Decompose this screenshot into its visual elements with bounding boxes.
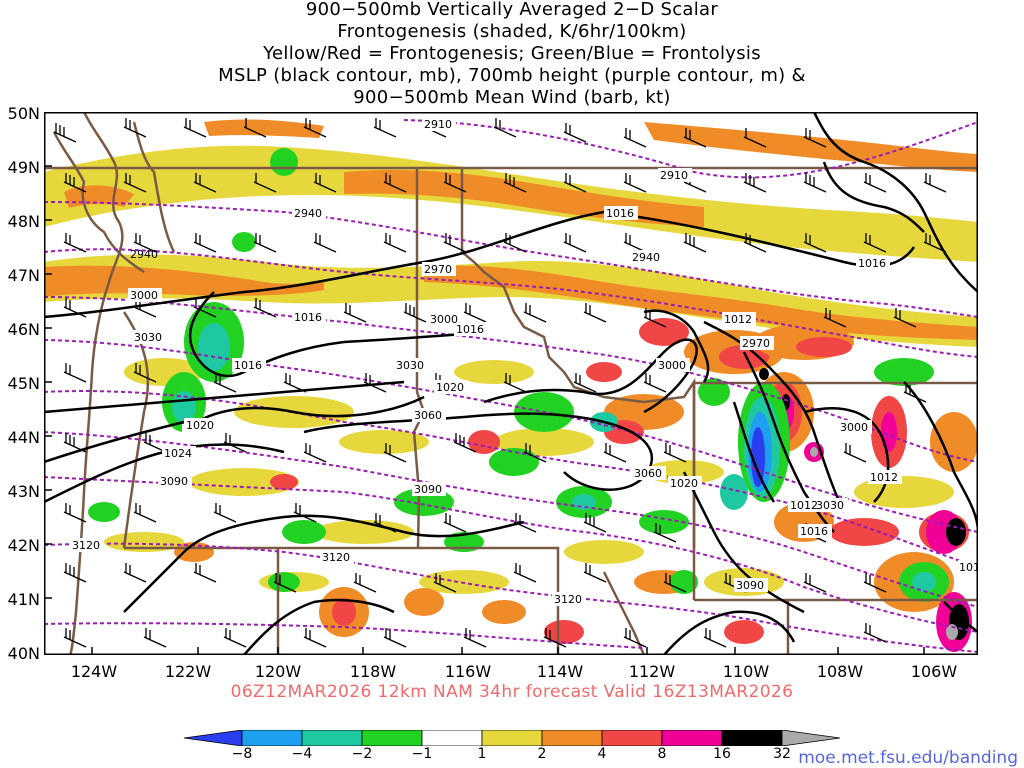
colorbar-swatch [184, 730, 243, 746]
pressure-label: 1012 [790, 499, 818, 512]
pressure-label: 1012 [724, 313, 752, 326]
colorbar-label: 1 [477, 746, 487, 762]
lon-label-124w: 124W [70, 662, 118, 681]
height-label: 2970 [742, 337, 770, 350]
lat-label-43n: 43N [7, 482, 40, 501]
height-label: 3090 [414, 483, 442, 496]
forecast-run-info: 06Z12MAR2026 12km NAM 34hr forecast Vali… [230, 682, 794, 702]
height-contours [44, 119, 978, 653]
colorbar-swatch [781, 730, 840, 746]
title-line-5: 900−500mb Mean Wind (barb, kt) [353, 87, 671, 108]
credit-url: moe.met.fsu.edu/banding [798, 748, 1018, 768]
height-label: 2910 [424, 118, 452, 131]
height-label: 3000 [658, 359, 686, 372]
height-label: 3030 [396, 359, 424, 372]
colorbar-label: 16 [713, 746, 731, 762]
contour-labels: 2910 2910 2940 2940 2940 2970 2970 3000 … [70, 117, 978, 606]
lon-label-112w: 112W [628, 662, 676, 681]
pressure-label: 1016 [606, 207, 634, 220]
title-line-1: 900−500mb Vertically Averaged 2−D Scalar [305, 0, 719, 20]
colorbar-label: −1 [411, 746, 433, 762]
title-line-4: MSLP (black contour, mb), 700mb height (… [218, 65, 806, 86]
height-label: 3120 [554, 593, 582, 606]
lat-label-45n: 45N [7, 374, 40, 393]
map-frame-border [44, 112, 978, 655]
colorbar-swatch [421, 730, 483, 746]
height-label: 2940 [130, 248, 158, 261]
height-label: 3060 [414, 409, 442, 422]
lat-label-44n: 44N [7, 428, 40, 447]
height-label: 3030 [134, 331, 162, 344]
lat-label-46n: 46N [7, 320, 40, 339]
lat-label-48n: 48N [7, 212, 40, 231]
height-label: 3090 [736, 579, 764, 592]
pressure-contours [44, 112, 978, 655]
height-label: 3000 [130, 289, 158, 302]
title-line-3: Yellow/Red = Frontogenesis; Green/Blue =… [263, 43, 761, 64]
pressure-label: 1016 [800, 525, 828, 538]
colorbar-label: 8 [657, 746, 667, 762]
height-label: 3120 [72, 539, 100, 552]
map-panel: 2910 2910 2940 2940 2940 2970 2970 3000 … [44, 112, 978, 655]
height-label: 2940 [632, 251, 660, 264]
pressure-label: 101 [959, 561, 978, 574]
height-label: 3060 [634, 467, 662, 480]
frontogenesis-map: 2910 2910 2940 2940 2940 2970 2970 3000 … [44, 112, 978, 655]
height-label: 2940 [294, 207, 322, 220]
height-label: 2910 [660, 169, 688, 182]
colorbar-swatch [301, 730, 363, 746]
pressure-label: 1020 [436, 381, 464, 394]
colorbar-swatch [481, 730, 543, 746]
lon-label-114w: 114W [536, 662, 584, 681]
lat-label-42n: 42N [7, 536, 40, 555]
pressure-label: 1020 [186, 419, 214, 432]
colorbar-swatch [361, 730, 423, 746]
lon-label-116w: 116W [444, 662, 492, 681]
colorbar-label: 4 [597, 746, 607, 762]
colorbar-label: −8 [231, 746, 253, 762]
pressure-label: 1016 [858, 257, 886, 270]
height-label: 3090 [160, 475, 188, 488]
lat-label-49n: 49N [7, 158, 40, 177]
lat-label-41n: 41N [7, 590, 40, 609]
colorbar-label: 32 [773, 746, 791, 762]
lon-label-122w: 122W [164, 662, 212, 681]
colorbar-label: −2 [351, 746, 373, 762]
title-line-2: Frontogenesis (shaded, K/6hr/100km) [337, 21, 687, 42]
colorbar-swatch [721, 730, 783, 746]
lat-label-40n: 40N [7, 644, 40, 663]
pressure-label: 1016 [456, 323, 484, 336]
frame-ticks [44, 112, 925, 655]
colorbar-swatch [661, 730, 723, 746]
lat-label-50n: 50N [7, 104, 40, 123]
lon-label-118w: 118W [349, 662, 397, 681]
pressure-label: 1020 [670, 477, 698, 490]
colorbar [184, 730, 840, 746]
height-label: 3120 [322, 551, 350, 564]
colorbar-swatch [601, 730, 663, 746]
height-label: 3030 [816, 499, 844, 512]
height-label: 3000 [430, 313, 458, 326]
colorbar-swatch [541, 730, 603, 746]
lon-label-106w: 106W [910, 662, 958, 681]
pressure-label: 1024 [164, 447, 192, 460]
lon-label-110w: 110W [722, 662, 770, 681]
colorbar-swatch [241, 730, 303, 746]
colorbar-label: −4 [291, 746, 313, 762]
lon-label-120w: 120W [254, 662, 302, 681]
pressure-label: 1016 [234, 359, 262, 372]
coastline [52, 112, 646, 655]
height-label: 3000 [840, 421, 868, 434]
pressure-label: 1016 [294, 311, 322, 324]
pressure-label: 1012 [870, 471, 898, 484]
lon-label-108w: 108W [816, 662, 864, 681]
height-label: 2970 [424, 263, 452, 276]
lat-label-47n: 47N [7, 266, 40, 285]
colorbar-label: 2 [537, 746, 547, 762]
